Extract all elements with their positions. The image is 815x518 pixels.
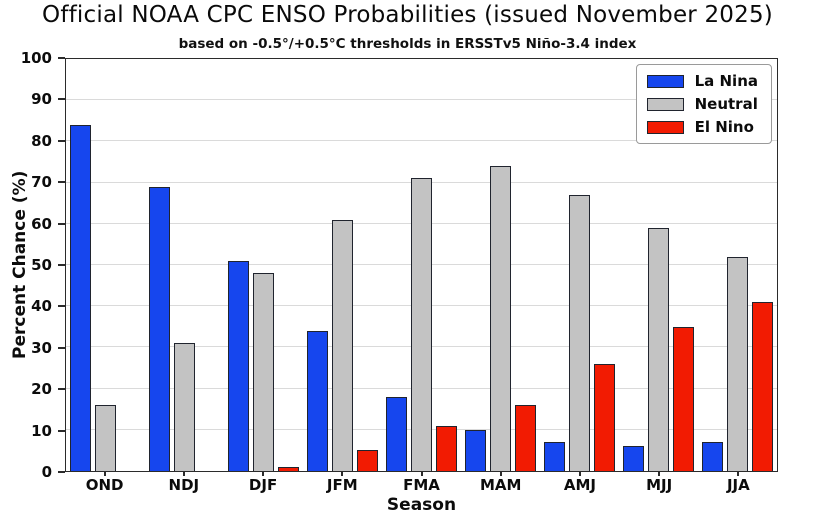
bar-neutral-ond: [95, 405, 116, 471]
legend: La Nina Neutral El Nino: [635, 64, 772, 144]
bar-group-jja: [698, 59, 777, 471]
y-tick-label-0: 0: [41, 463, 52, 481]
bars-layer: [66, 59, 777, 471]
bar-group-amj: [540, 59, 619, 471]
x-tick-label-mjj: MJJ: [646, 476, 673, 494]
bar-neutral-djf: [253, 273, 274, 471]
bar-neutral-amj: [569, 194, 590, 471]
legend-swatch-la-nina: [646, 74, 684, 88]
bar-la-nina-djf: [228, 260, 249, 471]
x-tick-label-djf: DJF: [248, 476, 278, 494]
bar-group-ond: [66, 59, 145, 471]
bar-group-djf: [224, 59, 303, 471]
bar-neutral-mjj: [648, 227, 669, 471]
y-tick-mark-30: [58, 346, 65, 349]
y-tick-mark-60: [58, 222, 65, 225]
legend-swatch-neutral: [646, 97, 684, 111]
y-tick-label-10: 10: [31, 421, 52, 440]
chart-subtitle: based on -0.5°/+0.5°C thresholds in ERSS…: [178, 36, 637, 52]
legend-label-neutral: Neutral: [694, 95, 758, 113]
y-tick-mark-90: [58, 98, 65, 101]
bar-group-mjj: [619, 59, 698, 471]
bar-el-nino-djf: [278, 466, 299, 471]
x-tick-mark-mam: [499, 471, 502, 476]
bar-group-ndj: [145, 59, 224, 471]
y-tick-label-30: 30: [31, 338, 52, 357]
y-tick-mark-10: [58, 429, 65, 432]
x-tick-label-mam: MAM: [479, 476, 522, 494]
legend-item-neutral: Neutral: [646, 95, 758, 113]
bar-el-nino-fma: [436, 425, 457, 471]
bar-neutral-fma: [411, 178, 432, 471]
bar-la-nina-ond: [70, 124, 91, 471]
bar-neutral-ndj: [174, 343, 195, 471]
x-tick-label-ndj: NDJ: [168, 476, 200, 494]
y-tick-mark-80: [58, 139, 65, 142]
bar-el-nino-jfm: [357, 450, 378, 471]
y-tick-mark-0: [58, 471, 65, 473]
y-tick-label-80: 80: [31, 131, 52, 150]
x-tick-label-ond: OND: [85, 476, 124, 494]
legend-label-la-nina: La Nina: [694, 72, 758, 90]
legend-item-el-nino: El Nino: [646, 118, 758, 136]
bar-neutral-jfm: [332, 219, 353, 471]
y-tick-mark-50: [58, 264, 65, 266]
bar-group-jfm: [303, 59, 382, 471]
y-tick-mark-100: [58, 57, 65, 59]
legend-label-el-nino: El Nino: [694, 118, 754, 136]
y-tick-label-50: 50: [31, 256, 52, 274]
gridline-90: [66, 99, 777, 101]
bar-la-nina-mjj: [623, 446, 644, 471]
plot-area: La Nina Neutral El Nino: [65, 58, 778, 472]
bar-neutral-jja: [727, 256, 748, 471]
bar-la-nina-amj: [544, 442, 565, 471]
x-tick-label-fma: FMA: [403, 476, 440, 494]
legend-swatch-el-nino: [646, 120, 684, 134]
y-tick-label-20: 20: [31, 380, 52, 399]
bar-la-nina-ndj: [149, 186, 170, 471]
y-tick-mark-40: [58, 305, 65, 308]
bar-neutral-mam: [490, 166, 511, 471]
bar-group-fma: [382, 59, 461, 471]
bar-el-nino-amj: [594, 363, 615, 471]
legend-item-la-nina: La Nina: [646, 72, 758, 90]
bar-la-nina-mam: [465, 429, 486, 471]
chart-title: Official NOAA CPC ENSO Probabilities (is…: [42, 2, 773, 28]
x-tick-mark-fma: [420, 471, 423, 476]
x-axis: OND NDJ DJF JFM FMA MAM AMJ MJJ JJA: [65, 476, 778, 496]
x-tick-mark-mjj: [658, 471, 661, 476]
x-tick-marks: [65, 471, 778, 477]
x-axis-label: Season: [386, 495, 457, 515]
x-tick-mark-jja: [737, 471, 740, 476]
y-tick-mark-20: [58, 388, 65, 391]
y-axis: 0 10 20 30 40 50 60 70 80 90 100: [0, 49, 65, 481]
x-tick-mark-ndj: [182, 471, 185, 476]
bar-la-nina-fma: [386, 396, 407, 471]
bar-el-nino-mjj: [673, 326, 694, 471]
x-tick-mark-amj: [578, 471, 581, 476]
x-tick-label-jfm: JFM: [326, 476, 358, 494]
bar-el-nino-jja: [752, 302, 773, 471]
bar-la-nina-jfm: [307, 330, 328, 471]
y-tick-label-100: 100: [20, 49, 52, 67]
bar-el-nino-mam: [515, 405, 536, 471]
gridline-80: [66, 140, 777, 142]
x-tick-mark-djf: [262, 471, 265, 476]
y-tick-label-60: 60: [31, 214, 52, 233]
x-tick-label-jja: JJA: [726, 476, 750, 494]
y-tick-label-90: 90: [31, 90, 52, 109]
x-tick-mark-ond: [103, 471, 106, 476]
y-tick-label-40: 40: [31, 297, 52, 316]
x-tick-label-amj: AMJ: [563, 476, 596, 494]
y-tick-label-70: 70: [31, 173, 52, 192]
bar-la-nina-jja: [702, 442, 723, 471]
bar-group-mam: [461, 59, 540, 471]
y-tick-mark-70: [58, 181, 65, 184]
x-tick-mark-jfm: [341, 471, 344, 476]
